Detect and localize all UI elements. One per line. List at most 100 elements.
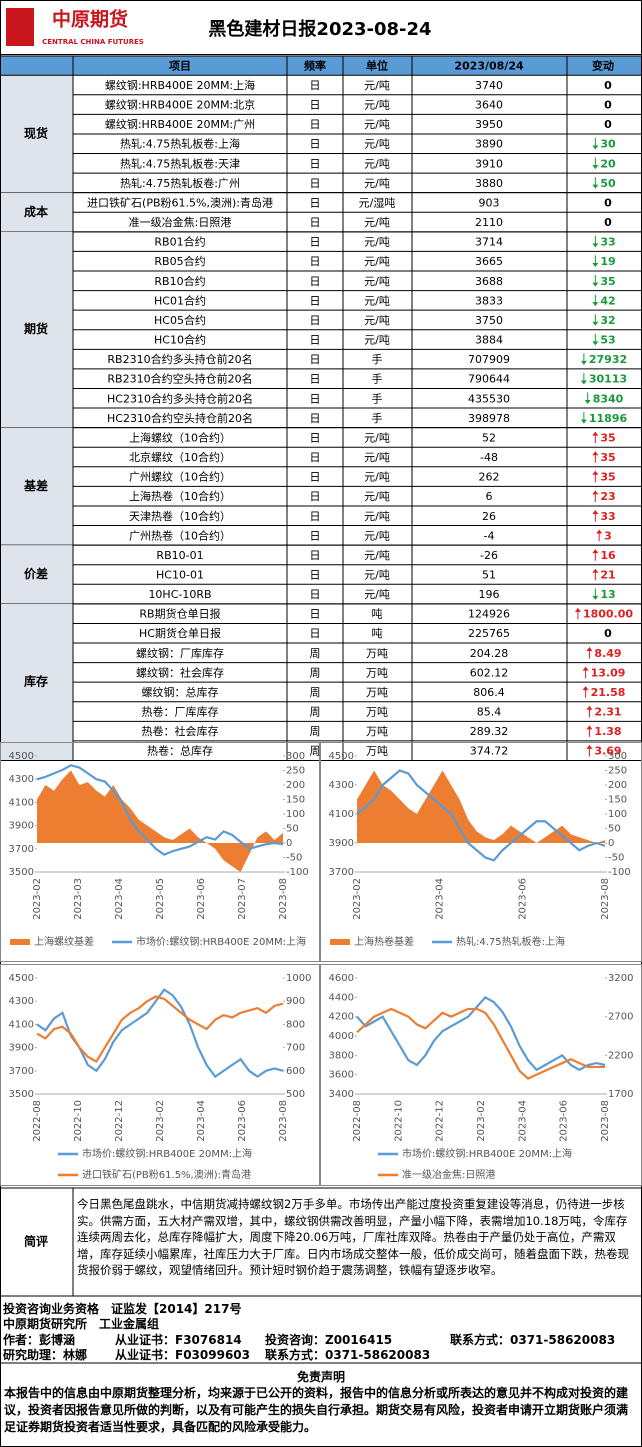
value: 204.28 [470,647,509,660]
y2-tick-label: 250 [608,766,627,777]
group-cell [0,231,73,428]
item: 广州螺纹（10合约） [129,470,231,484]
y-tick-label: 3700 [9,844,34,855]
item: HC期货仓单日报 [139,626,221,640]
group-cell [0,192,73,232]
change: 13.09 [591,666,626,679]
change: 0 [604,216,612,229]
item: 广州热卷（10合约） [129,528,231,542]
value: 124926 [468,608,510,621]
change-arrowhead [592,470,599,475]
x-tick-label: 2023-02 [476,1100,487,1142]
freq: 日 [310,334,321,347]
item: 螺纹钢:HRB400E 20MM:广州 [105,117,255,131]
y2-tick-label: 50 [286,824,299,835]
freq: 日 [310,471,321,484]
freq: 日 [310,255,321,268]
unit: 元/吨 [364,471,390,484]
y2-tick-label: 200 [286,780,305,791]
freq: 日 [310,510,321,523]
value: 3833 [475,294,503,307]
y2-tick-label: 100 [286,809,305,820]
item: 热轧:4.75热轧板卷:广州 [120,176,240,190]
unit: 吨 [372,627,383,640]
change-arrowhead [592,509,599,514]
x-tick-label: 2023-08 [600,1100,611,1142]
comment-text: 今日黑色尾盘跳水，中信期货减持螺纹钢2万手多单。市场传出产能过度投资重复建设等消… [77,1197,629,1277]
item: 上海热卷（10合约） [129,489,231,503]
unit: 元/吨 [364,510,390,523]
change: 50 [600,177,616,190]
x-tick-label: 2023-06 [559,1100,570,1142]
change-arrowhead [592,165,599,170]
unit: 元/吨 [364,275,390,288]
x-tick-label: 2023-02 [155,1100,166,1142]
change: 8.49 [594,647,621,660]
logo-text: 中原期货 [52,8,128,31]
x-tick-label: 2023-06 [196,878,207,920]
unit: 手 [372,411,383,425]
change: 1800.00 [583,608,633,621]
y2-tick-label: -50 [286,853,302,864]
unit: 元/吨 [364,216,390,229]
unit: 元/吨 [364,334,390,347]
y-tick-label: 3700 [329,867,354,878]
disclaimer-text: 本报告中的信息由中原期货整理分析，均来源于已公开的资料，报告中的信息分析或所表达… [4,1386,629,1434]
area [357,770,605,843]
item: HC01合约 [154,293,206,307]
item: 热轧:4.75热轧板卷:天津 [120,156,240,170]
y2-tick-label: 900 [286,996,305,1007]
header-row [0,56,642,76]
change: 30 [600,138,616,151]
change-arrowhead [586,725,593,730]
value: 3890 [475,138,503,151]
y2-tick-label: 3200 [608,973,633,984]
change: 35 [600,275,615,288]
value: 6 [486,490,493,503]
unit: 元/吨 [364,529,390,542]
x-tick-label: 2023-04 [435,878,446,920]
unit: 元/吨 [364,294,390,307]
y-tick-label: 4200 [329,1012,354,1023]
change: 0 [604,627,612,640]
freq: 日 [310,549,321,562]
value: 707909 [468,353,510,366]
x-tick-label: 2023-08 [278,878,289,920]
change-arrowhead [596,529,603,534]
change: 27932 [589,353,627,366]
change-arrowhead [592,549,599,554]
value: 3910 [475,157,503,170]
freq: 日 [310,196,321,209]
unit: 元/吨 [364,236,390,249]
freq: 周 [310,666,321,679]
report-title: 黑色建材日报2023-08-24 [208,18,431,40]
value: 3740 [475,79,503,92]
item: 进口铁矿石(PB粉61.5%,澳洲):青岛港 [87,195,273,209]
freq: 日 [310,431,321,444]
value: 790644 [468,373,510,386]
freq: 日 [310,412,321,425]
item: RB期货仓单日报 [139,607,220,621]
change-arrowhead [592,568,599,573]
change: 20 [600,157,616,170]
group-label: 成本 [24,204,48,219]
change: 0 [604,79,612,92]
value: -48 [480,451,498,464]
group-cell [0,545,73,604]
disclaimer-title: 免责声明 [296,1370,345,1384]
value: 3640 [475,99,503,112]
freq: 日 [310,627,321,640]
value: 196 [479,588,500,601]
change: 33 [600,236,615,249]
y-tick-label: 4500 [329,751,354,762]
freq: 周 [310,706,321,719]
x-tick-label: 2023-05 [155,878,166,920]
freq: 日 [310,177,321,190]
unit: 元/吨 [364,79,390,92]
y2-tick-label: 0 [608,838,614,849]
change-arrowhead [592,321,599,326]
y-tick-label: 4100 [329,809,354,820]
group-label: 基差 [23,478,48,493]
